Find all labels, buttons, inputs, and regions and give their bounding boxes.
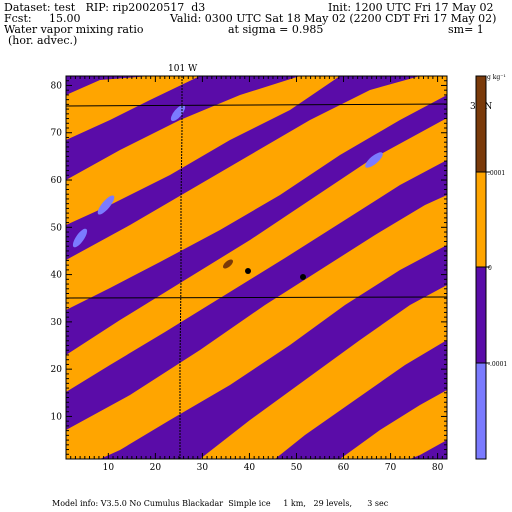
positive-cell-1 <box>223 259 233 269</box>
colorbar-lightblue <box>476 363 486 459</box>
station-dot-2 <box>300 274 306 280</box>
colorbar-label-zero: 0 <box>488 265 492 272</box>
x-tick-label: 80 <box>432 463 444 473</box>
y-tick-label: 80 <box>51 81 63 91</box>
colorbar <box>475 75 490 460</box>
x-tick-label: 70 <box>385 463 397 473</box>
y-tick-label: 70 <box>51 129 63 139</box>
colorbar-units: g kg⁻¹ <box>487 74 506 81</box>
x-tick-label: 30 <box>197 463 209 473</box>
moisture-band-3 <box>66 76 447 310</box>
negative-cell-2 <box>97 195 115 215</box>
field-name-label: Water vapor mixing ratio <box>4 23 144 36</box>
plot-frame <box>65 75 448 460</box>
negative-cell-1 <box>170 104 186 122</box>
y-tick-label: 10 <box>51 412 63 422</box>
moisture-band-4 <box>66 118 447 392</box>
x-tick-label: 40 <box>244 463 256 473</box>
x-tick-label: 50 <box>291 463 303 473</box>
y-tick-label: 50 <box>51 223 63 233</box>
sigma-level-label: at sigma = 0.985 <box>228 23 324 36</box>
colorbar-orange <box>476 172 486 267</box>
smoothing-label: sm= 1 <box>448 23 484 36</box>
model-info-footer: Model info: V3.5.0 No Cumulus Blackadar … <box>52 499 389 508</box>
forecast-hour-label: Fcst: 15.00 <box>4 12 81 25</box>
x-tick-label: 20 <box>150 463 162 473</box>
y-tick-label: 20 <box>51 365 63 375</box>
moisture-band-5 <box>66 195 447 459</box>
y-tick-label: 40 <box>51 271 63 281</box>
negative-cell-4 <box>365 152 383 168</box>
latitude-line-mid <box>65 296 448 299</box>
moisture-band-2 <box>66 76 340 225</box>
y-tick-label: 60 <box>51 176 63 186</box>
x-tick-label: 10 <box>103 463 115 473</box>
longitude-line <box>179 76 183 459</box>
valid-time-label: Valid: 0300 UTC Sat 18 May 02 (2200 CDT … <box>170 12 497 25</box>
init-time-label: Init: 1200 UTC Fri 17 May 02 <box>328 1 494 14</box>
colorbar-label-high: .0001 <box>488 170 505 177</box>
x-tick-label: 60 <box>338 463 350 473</box>
contour-field <box>66 76 447 459</box>
colorbar-brown <box>476 76 486 172</box>
latitude-line-top <box>65 103 448 107</box>
moisture-band-7 <box>340 390 447 459</box>
moisture-band-6 <box>200 285 447 459</box>
longitude-label: 101 W <box>168 64 198 74</box>
dataset-label: Dataset: test RIP: rip20020517 d3 <box>4 1 206 14</box>
station-dot-1 <box>245 268 251 274</box>
colorbar-label-low: -.0001 <box>488 361 507 368</box>
moisture-band-1 <box>66 76 200 140</box>
advection-label: (hor. advec.) <box>8 34 78 47</box>
colorbar-purple <box>476 267 486 363</box>
y-tick-label: 30 <box>51 318 63 328</box>
negative-cell-3 <box>72 228 88 248</box>
